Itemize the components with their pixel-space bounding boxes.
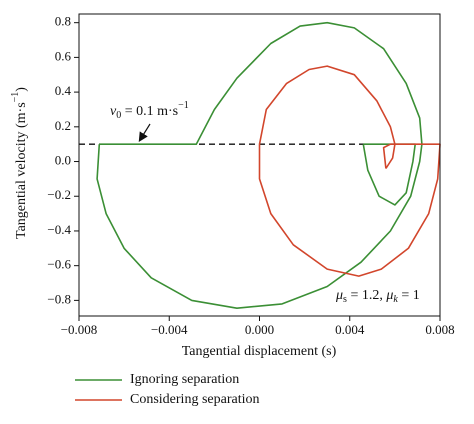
annotation-part: = 1 [398, 288, 420, 303]
y-tick-label: 0.0 [55, 153, 71, 168]
annotation-part: μ [385, 288, 393, 303]
x-tick-label: −0.008 [61, 322, 98, 337]
y-tick-label: −0.6 [47, 257, 71, 272]
y-tick-label: 0.8 [55, 14, 71, 29]
data-line [96, 21, 423, 309]
annotation-part: v [110, 104, 117, 119]
y-tick-label: 0.6 [55, 48, 72, 63]
annotation-part: μ [335, 288, 343, 303]
x-tick-label: 0.004 [335, 322, 365, 337]
legend-label: Ignoring separation [130, 372, 239, 387]
legend-label: Considering separation [130, 392, 259, 407]
y-tick-label: −0.2 [47, 187, 71, 202]
plot-frame [78, 13, 441, 317]
y-label-part: −1 [10, 92, 21, 103]
annotation-part: s [343, 294, 347, 305]
annotation-part: = 0.1 m·s [121, 104, 178, 119]
y-tick-label: −0.4 [47, 222, 71, 237]
annotation: v0 = 0.1 m·s−1 [110, 100, 189, 121]
annotation-part: −1 [178, 100, 189, 111]
annotation-part: 0 [116, 110, 121, 121]
x-tick-label: 0.000 [245, 322, 274, 337]
x-tick-label: 0.008 [425, 322, 454, 337]
y-tick-label: 0.2 [55, 118, 71, 133]
y-tick-label: −0.8 [47, 291, 71, 306]
annotation: μs = 1.2, μk = 1 [335, 288, 420, 305]
annotation-part: k [393, 294, 398, 305]
y-label-part: ) [14, 87, 29, 92]
x-axis-label: Tangential displacement (s) [182, 344, 337, 359]
x-tick-label: −0.004 [151, 322, 188, 337]
data-line [258, 65, 441, 277]
annotation-arrow [138, 123, 151, 143]
annotation-part: = 1.2, [347, 288, 386, 303]
y-tick-label: 0.4 [55, 83, 72, 98]
y-label-part: Tangential velocity (m·s [14, 102, 29, 239]
y-axis-label: Tangential velocity (m·s−1) [10, 87, 29, 239]
